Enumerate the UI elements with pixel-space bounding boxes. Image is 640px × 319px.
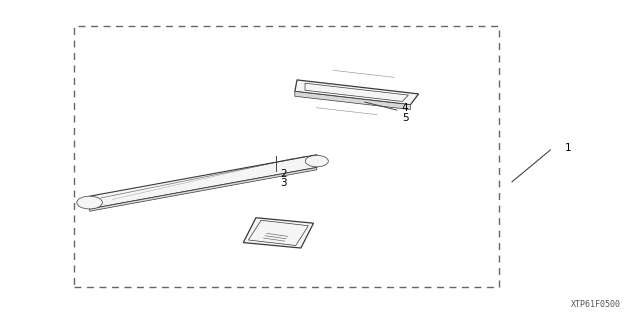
Text: 1: 1	[564, 143, 571, 153]
Text: 5: 5	[402, 113, 408, 123]
Polygon shape	[90, 167, 317, 211]
Circle shape	[77, 196, 102, 209]
Bar	[74, 26, 499, 287]
Polygon shape	[295, 80, 419, 105]
Polygon shape	[295, 92, 410, 109]
Polygon shape	[243, 218, 314, 248]
Text: XTP61F0500: XTP61F0500	[571, 300, 621, 309]
Text: 2: 2	[280, 169, 287, 179]
Text: 3: 3	[280, 178, 287, 189]
Circle shape	[305, 155, 328, 167]
Text: 4: 4	[402, 103, 408, 114]
Polygon shape	[90, 155, 317, 209]
